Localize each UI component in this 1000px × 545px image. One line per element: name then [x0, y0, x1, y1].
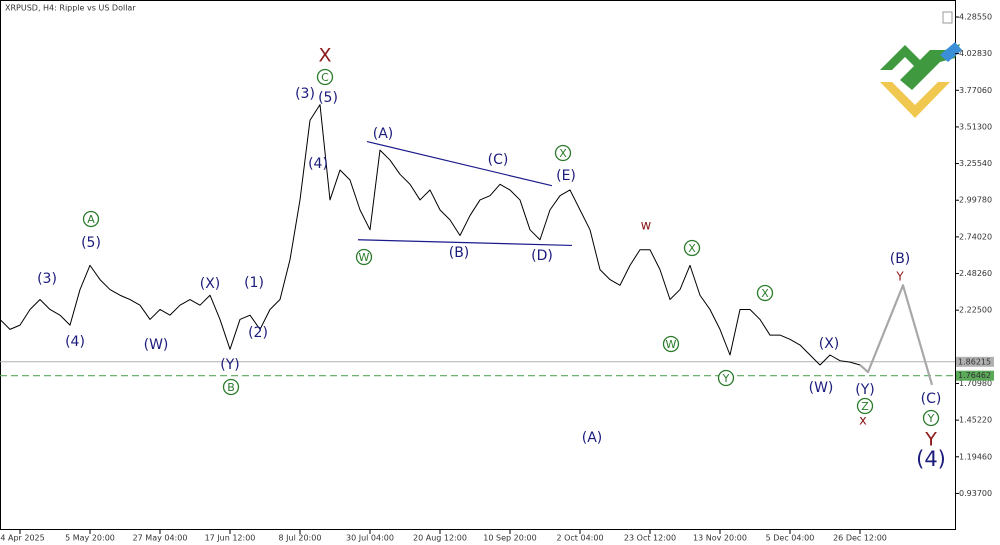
y-tick-label: 4.02830 [959, 49, 992, 58]
wave-label: (Y) [855, 382, 874, 398]
y-tick-label: 4.28550 [959, 13, 992, 22]
y-tick-label: 2.48260 [959, 269, 992, 278]
wave-circle [756, 284, 774, 302]
wave-circle [355, 248, 373, 266]
wave-circle [82, 210, 100, 228]
y-tick-label: 1.70980 [959, 379, 992, 388]
price-line [0, 104, 861, 366]
trend-line [357, 239, 573, 247]
wave-label: (5) [81, 235, 101, 251]
wave-label: W [359, 251, 370, 264]
wave-label: X [688, 242, 696, 255]
y-tick-label: 3.25540 [959, 159, 992, 168]
wave-label: (X) [819, 336, 840, 352]
wave-label: (A) [373, 126, 394, 142]
wave-label: (3) [37, 271, 57, 287]
wave-label: Y [927, 412, 935, 425]
wave-label: W [666, 338, 677, 351]
x-tick-label: 30 Jul 04:00 [346, 534, 394, 543]
wave-label: (A) [582, 430, 603, 446]
wave-label: (5) [318, 90, 338, 106]
y-tick-label: 2.99780 [959, 196, 992, 205]
price-level-label: 1.86215 [958, 357, 991, 366]
wave-label: w [641, 219, 652, 234]
toolbar-icon[interactable] [942, 11, 953, 24]
wave-circle [683, 239, 701, 257]
x-tick-label: 23 Oct 12:00 [624, 534, 676, 543]
wave-circle [856, 397, 874, 415]
wave-label: Y [722, 372, 730, 385]
wave-label: (D) [531, 248, 553, 264]
wave-circle [316, 68, 334, 86]
wave-label: A [87, 213, 95, 226]
wave-label: (C) [921, 391, 942, 407]
wave-label: X [318, 45, 331, 67]
wave-label: X [559, 147, 567, 160]
y-tick-label: 1.19460 [959, 452, 992, 461]
wave-label: (3) [295, 86, 315, 102]
wave-label: (4) [916, 447, 946, 471]
wave-label: (C) [488, 152, 509, 168]
x-tick-label: 5 Dec 04:00 [766, 534, 815, 543]
wave-circle [554, 144, 572, 162]
chart-title: XRPUSD, H4: Ripple vs US Dollar [5, 4, 136, 13]
x-tick-label: 20 Aug 12:00 [413, 534, 467, 543]
x-tick-label: 5 May 20:00 [65, 534, 115, 543]
wave-label: x [859, 414, 867, 429]
wave-label: (W) [144, 337, 169, 353]
y-tick-label: 0.93700 [959, 489, 992, 498]
x-tick-label: 8 Jul 20:00 [279, 534, 322, 543]
wave-label: B [227, 381, 235, 394]
wave-circle [662, 335, 680, 353]
wave-circle [222, 378, 240, 396]
wave-label: (X) [200, 276, 221, 292]
wave-label: Y [895, 270, 904, 284]
wave-circle [922, 409, 940, 427]
wave-label: (4) [65, 334, 85, 350]
logo [880, 42, 962, 118]
y-tick-label: 3.77060 [959, 86, 992, 95]
wave-label: (W) [809, 380, 834, 396]
x-tick-label: 27 May 04:00 [133, 534, 188, 543]
wave-label: (4) [308, 156, 328, 172]
price-level-box [956, 356, 994, 367]
y-tick-label: 2.22500 [959, 306, 992, 315]
y-tick-label: 1.45220 [959, 416, 992, 425]
wave-label: Z [861, 400, 869, 413]
y-tick-label: 2.74020 [959, 232, 992, 241]
price-level-box [956, 370, 994, 381]
wave-label: (Y) [220, 357, 239, 373]
wave-label: (B) [890, 251, 911, 267]
wave-label: (1) [244, 275, 264, 291]
wave-label: (2) [248, 325, 268, 341]
trend-line [366, 141, 553, 187]
x-tick-label: 10 Sep 20:00 [483, 534, 536, 543]
wave-circle [717, 369, 735, 387]
y-tick-label: 3.51300 [959, 122, 992, 131]
x-tick-label: 14 Apr 2025 [0, 534, 45, 543]
x-tick-label: 13 Nov 20:00 [693, 534, 747, 543]
x-tick-label: 2 Oct 04:00 [556, 534, 603, 543]
plot-frame [0, 0, 956, 530]
wave-label: Y [924, 429, 937, 451]
price-level-label: 1.76462 [958, 371, 991, 380]
x-tick-label: 17 Jun 12:00 [205, 534, 256, 543]
projection-line [859, 284, 934, 386]
wave-label: X [761, 287, 769, 300]
wave-label: (B) [449, 245, 470, 261]
x-tick-label: 26 Dec 12:00 [833, 534, 887, 543]
wave-label: C [321, 71, 329, 84]
wave-label: (E) [556, 168, 576, 184]
